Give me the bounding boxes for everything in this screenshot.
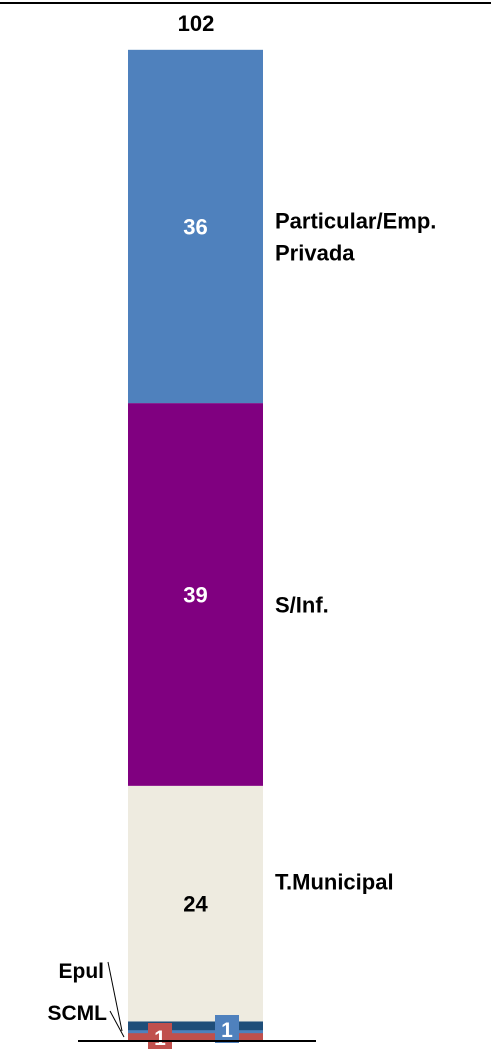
value-badge-1 (148, 1023, 172, 1049)
value-label-particular-emp-privada: 36 (183, 214, 207, 239)
category-label-particular: Particular/Emp. Privada (275, 208, 436, 265)
bar-segment-t-municipal (128, 785, 263, 1022)
value-label-s-inf: 39 (183, 582, 207, 607)
value-label-t-municipal: 24 (183, 892, 208, 917)
bar-segment-epul (128, 1021, 263, 1032)
category-label-s-inf: S/Inf. (275, 592, 329, 617)
bar-segments (128, 49, 263, 1041)
bar-segment-scml (128, 1031, 263, 1041)
bar-segment-s-inf (128, 403, 263, 786)
bar-segment-particular-emp-privada (128, 49, 263, 404)
value-badge-2 (215, 1015, 239, 1043)
bar-separator-stripe (128, 1030, 263, 1034)
category-label-epul: Epul (59, 960, 105, 983)
value-badge-text-1: 1 (154, 1027, 166, 1049)
leader-line-scml (109, 1010, 125, 1038)
category-label-t-municipal: T.Municipal (275, 870, 394, 895)
total-label: 102 (178, 11, 215, 36)
value-badge-text-2: 1 (221, 1019, 233, 1042)
segment-labels: 24 39 36 Particular/Emp. Privada S/Inf. T.Muni… (48, 208, 436, 1049)
category-label-scml: SCML (48, 1002, 108, 1025)
leader-line-epul (107, 961, 123, 1032)
